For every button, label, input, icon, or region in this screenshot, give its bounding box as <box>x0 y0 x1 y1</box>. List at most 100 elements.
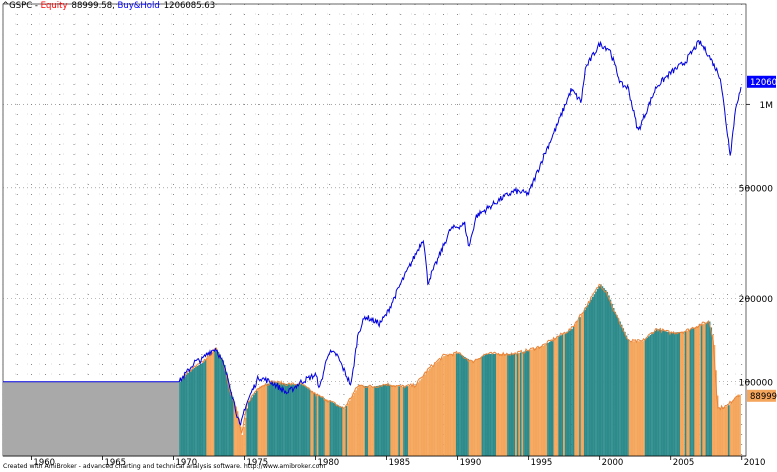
x-tick-label: 2005 <box>673 458 695 468</box>
equity-bar <box>636 341 639 456</box>
equity-bar <box>689 329 692 456</box>
equity-bar <box>499 353 501 456</box>
equity-bar <box>726 406 729 456</box>
equity-bar <box>377 385 380 456</box>
equity-bar <box>595 291 597 456</box>
equity-bar <box>246 408 249 456</box>
equity-bar <box>489 353 492 456</box>
equity-bar <box>379 385 381 456</box>
equity-bar <box>436 361 439 456</box>
equity-bar <box>580 314 583 456</box>
equity-bar <box>406 386 409 456</box>
y-tick-label: 500000 <box>739 184 774 194</box>
equity-bar <box>350 398 353 456</box>
equity-bar <box>249 399 252 456</box>
symbol-label: ^GSPC <box>2 1 33 11</box>
pre-equity-area-layer <box>3 381 180 456</box>
credit-footer: Created with AmiBroker - advanced charti… <box>3 463 326 470</box>
equity-bar <box>534 348 537 456</box>
equity-bar <box>391 385 394 456</box>
equity-bar <box>695 326 698 456</box>
y-tick-label: 1M <box>760 101 774 111</box>
equity-bar <box>510 353 513 456</box>
equity-bar <box>283 383 285 456</box>
equity-bar <box>223 365 226 456</box>
equity-bar <box>678 332 681 456</box>
equity-bar <box>542 345 545 456</box>
equity-bar <box>179 381 181 456</box>
equity-bar <box>335 404 338 456</box>
equity-bar <box>395 385 397 456</box>
equity-bar <box>399 386 402 456</box>
equity-bar <box>582 312 585 456</box>
equity-bar <box>311 391 314 456</box>
equity-bar <box>356 387 359 456</box>
equity-bar <box>196 365 199 456</box>
equity-bar <box>523 351 525 456</box>
equity-bar <box>486 353 489 456</box>
equity-bar <box>718 408 721 456</box>
equity-bar <box>631 341 634 456</box>
equity-bar <box>243 426 245 456</box>
equity-bars-layer <box>179 284 741 456</box>
equity-bar <box>347 403 349 456</box>
equity-bar <box>201 363 204 456</box>
equity-bar <box>547 342 549 456</box>
equity-bar <box>193 367 196 456</box>
equity-bar <box>646 337 649 456</box>
equity-bar <box>411 385 413 456</box>
equity-bar <box>550 341 553 456</box>
equity-bar <box>286 384 289 456</box>
equity-bar <box>420 378 423 456</box>
equity-bar <box>532 348 535 456</box>
equity-bar <box>230 391 233 456</box>
equity-bar <box>315 394 317 456</box>
equity-bar <box>401 386 404 456</box>
equity-bar <box>529 349 532 456</box>
equity-bar <box>267 383 269 456</box>
equity-bar <box>207 356 210 456</box>
equity-bar <box>233 401 236 456</box>
equity-bar <box>351 395 354 456</box>
equity-bar <box>423 374 426 456</box>
equity-bar <box>643 340 645 456</box>
equity-bar <box>473 360 476 456</box>
equity-bar <box>372 386 375 456</box>
equity-bar <box>633 341 636 456</box>
equity-bar <box>319 396 322 456</box>
equity-bar <box>299 384 301 456</box>
y-tick-label: 100000 <box>739 378 774 388</box>
equity-bar <box>222 360 225 456</box>
equity-bar <box>388 384 391 456</box>
equity-bar <box>662 330 665 456</box>
equity-bar <box>540 346 543 456</box>
equity-bar <box>702 323 705 456</box>
equity-bar <box>603 288 605 456</box>
equity-bar <box>635 341 637 456</box>
equity-bar <box>503 353 506 456</box>
equity-bar <box>271 382 274 456</box>
equity-bar <box>569 329 572 456</box>
equity-bar <box>676 332 679 456</box>
equity-bar <box>511 353 514 456</box>
equity-bar <box>254 392 257 456</box>
equity-bar <box>518 352 521 456</box>
equity-bar <box>430 367 433 456</box>
equity-bar <box>723 406 725 456</box>
equity-bar <box>564 332 567 456</box>
equity-bar <box>291 384 293 456</box>
equity-bar <box>614 311 617 456</box>
equity-bar <box>732 399 735 456</box>
equity-bar <box>444 355 447 456</box>
equity-bar <box>343 408 346 456</box>
equity-bar <box>659 329 661 456</box>
equity-bar <box>531 349 533 456</box>
equity-bar <box>329 401 332 456</box>
x-tick-label: 2010 <box>744 458 766 468</box>
equity-bar <box>655 329 658 456</box>
equity-bar <box>599 284 602 456</box>
equity-bar <box>497 353 500 456</box>
equity-bar <box>190 370 193 456</box>
equity-bar <box>447 354 450 456</box>
